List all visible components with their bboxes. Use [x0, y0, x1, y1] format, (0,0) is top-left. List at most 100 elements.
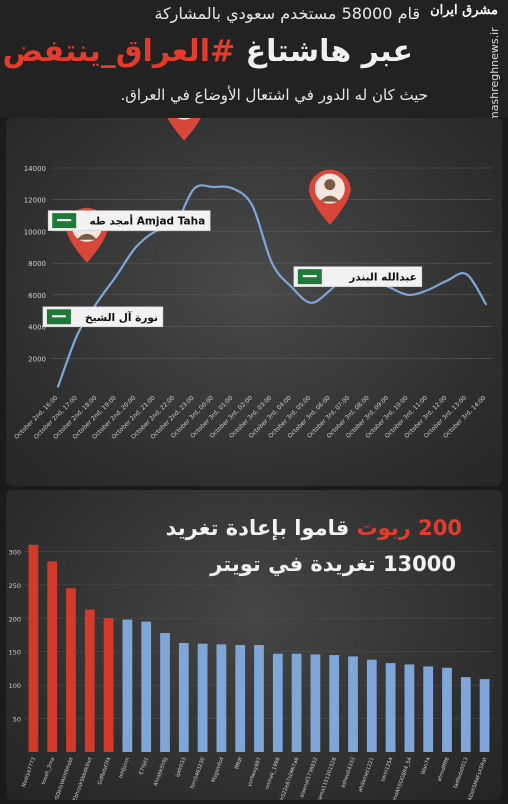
- data-point: [426, 289, 429, 291]
- y-tick-label: 4000: [28, 324, 46, 332]
- x-tick-label: Ishfjsnm: [118, 757, 131, 780]
- bar: [216, 644, 227, 752]
- x-tick-label: Nadiya7773: [21, 757, 37, 788]
- y-tick-label: 150: [9, 649, 21, 657]
- x-tick-label: sami1254: [380, 756, 395, 783]
- y-tick-label: 14000: [24, 165, 46, 173]
- annotation-label-box: [42, 306, 164, 328]
- data-point: [310, 301, 312, 304]
- data-point: [134, 246, 137, 249]
- saudi-flag-icon: [46, 309, 71, 325]
- bar: [479, 679, 490, 752]
- flag-emblem: [57, 219, 72, 222]
- site-logo: مشرق ایران: [430, 3, 498, 18]
- y-tick-label: 8000: [28, 260, 46, 268]
- annotation-label: أمجد طه Amjad Taha: [89, 214, 205, 228]
- avatar-body: [76, 233, 97, 240]
- header-hashtag: #العراق_ينتفض: [2, 34, 236, 69]
- x-tick-label: hS22e67sDMi7a6: [279, 757, 300, 800]
- line-chart-panel: 2000 4000 6000 8000 10000 12000 14000 October 2…: [6, 85, 502, 486]
- bar: [329, 655, 340, 752]
- bar-title-line-2: 13000 تغريدة في تويتر: [210, 552, 456, 576]
- bar: [122, 619, 133, 752]
- bar-chart-panel: 50 100 150 200 250 300 Nadiya7773 toosh_3ma bySQ…: [6, 490, 502, 804]
- x-tick-label: ahdamet1221: [358, 757, 376, 793]
- data-point: [96, 301, 98, 304]
- x-tick-label: Wan74: [420, 756, 432, 775]
- data-point: [446, 279, 448, 282]
- x-tick-label: asheu04333: [340, 757, 357, 789]
- y-tick-label: 200: [9, 615, 21, 623]
- bar: [178, 643, 189, 752]
- bar: [47, 561, 58, 752]
- x-tick-label: Ahrabk5hfg: [153, 757, 169, 787]
- annotation: أمجد طه Amjad Taha: [47, 85, 211, 231]
- bar: [460, 677, 471, 752]
- header-banner: قام 58000 مستخدم سعودي بالمشاركة عبر هاش…: [0, 0, 508, 122]
- x-tick-label: iptfr033: [175, 757, 188, 778]
- header-line-3: حيث كان له الدور في اشتعال الأوضاع في ال…: [120, 86, 428, 104]
- vertical-watermark: mashreghnews.ir: [488, 27, 501, 122]
- y-tick-label: 50: [13, 716, 21, 724]
- bar: [103, 618, 114, 752]
- bar-title-line-1: 200 ربوت قاموا بإعادة تغريد: [166, 516, 462, 540]
- y-tick-label: 6000: [28, 292, 46, 300]
- bar: [84, 609, 95, 752]
- x-tick-label: bySQkfsVAkhlbhsbt: [52, 757, 75, 800]
- x-tick-label: fadfeds0013: [453, 757, 470, 790]
- x-tick-label: nmhek_1998: [265, 757, 282, 791]
- y-tick-label: 300: [9, 548, 21, 556]
- y-tick-label: 12000: [24, 197, 46, 205]
- saudi-flag-icon: [52, 213, 77, 229]
- header-line-1: قام 58000 مستخدم سعودي بالمشاركة: [154, 4, 420, 23]
- flag-emblem: [302, 275, 317, 278]
- data-point: [57, 385, 59, 388]
- annotation: عبدالله البندر: [293, 169, 423, 287]
- bar: [310, 654, 321, 752]
- y-tick-label: 100: [9, 682, 21, 690]
- data-point: [251, 205, 254, 207]
- header-line-2: عبر هاشتاغ #العراق_ينتفض: [2, 34, 413, 69]
- annotation-label: عبدالله البندر: [348, 272, 417, 284]
- saudi-flag-icon: [297, 269, 322, 285]
- bar: [404, 664, 415, 752]
- data-point: [115, 274, 118, 277]
- bar: [366, 659, 377, 752]
- bar: [272, 653, 283, 752]
- x-tick-label: yurfwuy897: [247, 757, 263, 788]
- bar-chart: 50 100 150 200 250 300 Nadiya7773 toosh_3mabySQ…: [9, 544, 494, 804]
- bar: [291, 653, 302, 752]
- bar-title-number: 200: [418, 516, 462, 540]
- x-tick-label: Ebhrzsk5bbdk9xd: [72, 757, 93, 800]
- x-tick-label: E7hjd1: [138, 757, 150, 776]
- x-tick-label: Msgsmfcd: [211, 757, 226, 784]
- bar: [197, 643, 208, 752]
- annotation-label: نورة آل الشيخ: [85, 311, 158, 324]
- bar: [235, 645, 246, 752]
- bar: [348, 656, 358, 752]
- bar: [442, 667, 452, 752]
- data-point: [465, 273, 468, 276]
- x-tick-label: ahdAhSDG8R4_54: [391, 756, 413, 800]
- data-point: [329, 289, 332, 291]
- data-point: [232, 187, 234, 190]
- x-tick-label: Gdfbdsf7f4: [97, 756, 113, 786]
- annotation-label-box: [293, 266, 423, 287]
- x-tick-label: ffffdf: [234, 756, 244, 770]
- bar: [66, 588, 76, 752]
- bar: [141, 621, 152, 752]
- header-line-2-prefix: عبر هاشتاغ: [245, 34, 413, 69]
- avatar-body: [319, 195, 340, 202]
- bar: [423, 666, 434, 752]
- x-tick-label: alaenaf1736932: [299, 757, 319, 799]
- data-point: [76, 333, 79, 336]
- data-point: [290, 286, 293, 288]
- annotation-label-box: [47, 210, 211, 231]
- x-tick-label: sama1151201528: [316, 757, 338, 800]
- bar-title-robot: ربوت: [356, 516, 411, 540]
- data-point: [212, 186, 215, 188]
- data-point: [154, 230, 157, 233]
- bar-title-rest: قاموا بإعادة تغريد: [165, 516, 350, 540]
- location-pin-icon: [163, 85, 206, 141]
